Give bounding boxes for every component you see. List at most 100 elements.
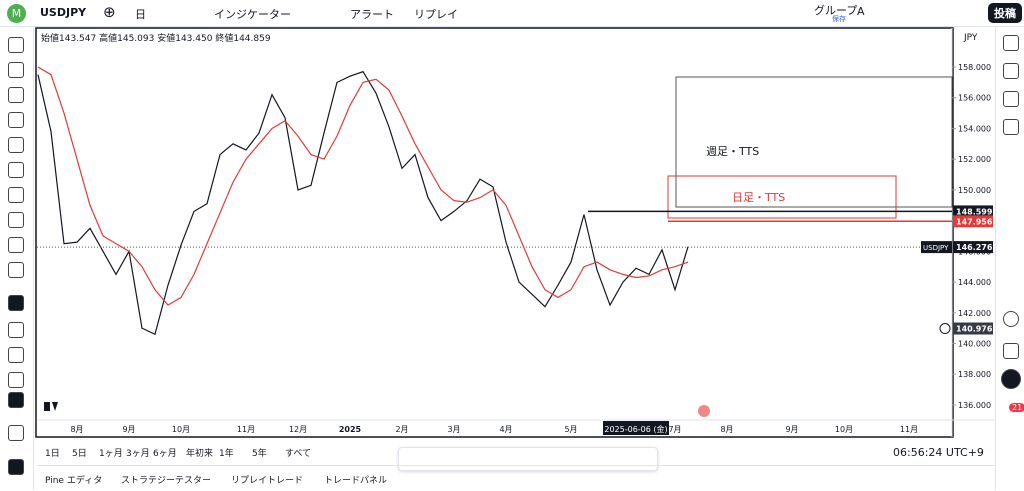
x-tick-label: 9月 <box>122 425 135 434</box>
tool[interactable] <box>8 372 24 388</box>
ohlc: 始値143.547 高値145.093 安値143.450 終値144.859 <box>41 32 271 44</box>
tool[interactable] <box>8 392 24 408</box>
panel-tab[interactable]: Pine エディタ <box>45 476 103 486</box>
avatar[interactable]: M <box>7 4 26 23</box>
add-alert <box>939 323 951 335</box>
price-label: 140.976 <box>956 325 993 334</box>
interval[interactable]: 日 <box>135 8 146 21</box>
save[interactable]: 保存 <box>832 15 846 23</box>
timeframe-button[interactable]: 1年 <box>219 449 234 459</box>
top-bar: M USDJPY ⊕ 日 インジケーター アラート リプレイ グループ 保存 A… <box>0 0 1024 27</box>
side-icon[interactable] <box>1003 35 1019 51</box>
ohlc-label: 終値 <box>215 32 233 44</box>
ohlc-value: 145.093 <box>117 34 154 44</box>
tool[interactable] <box>8 112 24 128</box>
tool[interactable] <box>8 87 24 103</box>
timeframe-button[interactable]: 5年 <box>252 449 267 459</box>
x-tick-label: 10月 <box>835 425 853 434</box>
price-label: 146.276 <box>956 243 993 252</box>
tool[interactable] <box>8 187 24 203</box>
publish[interactable]: 投稿 <box>988 3 1022 23</box>
panel-tab[interactable]: リプレイトレード <box>231 476 304 486</box>
left-toolbar <box>0 27 34 490</box>
y-tick-label: 152.000 <box>958 155 991 164</box>
x-tick-label: 2025-06-06 (金) <box>604 424 667 434</box>
daily-box <box>667 175 897 219</box>
side-icon[interactable] <box>1003 91 1019 107</box>
chart: 週足・TTS 日足・TTS JPY 始値143.547 高値145.093 安値… <box>35 27 995 438</box>
timeframe-button[interactable]: 年初来 <box>186 449 214 459</box>
ohlc-value: 143.450 <box>175 34 212 44</box>
tool[interactable] <box>8 212 24 228</box>
group-mark[interactable]: A <box>857 5 865 18</box>
x-tick-label: 11月 <box>900 425 918 434</box>
alert[interactable]: アラート <box>350 8 394 21</box>
price-label: 148.599 <box>956 207 993 216</box>
x-tick-label: 7月 <box>668 425 681 434</box>
tool[interactable] <box>8 237 24 253</box>
logo <box>44 402 58 411</box>
y-tick-label: 138.000 <box>958 370 991 379</box>
group[interactable]: グループ <box>814 4 858 17</box>
side-icon[interactable] <box>1003 63 1019 79</box>
tool[interactable] <box>8 37 24 53</box>
timeframe-button[interactable]: すべて <box>285 449 312 459</box>
side-icon[interactable] <box>1003 343 1019 359</box>
x-tick-label: 8月 <box>70 425 83 434</box>
x-tick-label: 9月 <box>785 425 798 434</box>
tool[interactable] <box>8 322 24 338</box>
tool[interactable] <box>8 347 24 363</box>
tool[interactable] <box>8 295 24 311</box>
annotation: 週足・TTS <box>706 145 759 158</box>
replay[interactable]: リプレイ <box>414 8 458 21</box>
chart-frame <box>35 27 954 438</box>
symbol-tag-text: USDJPY <box>923 244 949 252</box>
y-tick-label: 156.000 <box>958 94 991 103</box>
panel-tab[interactable]: ストラテジーテスター <box>121 476 212 486</box>
clock: 06:56:24 UTC+9 <box>893 446 984 459</box>
ohlc-label: 安値 <box>157 32 175 44</box>
price-label: 147.956 <box>956 217 993 226</box>
y-tick-label: 150.000 <box>958 186 991 195</box>
tool[interactable] <box>8 425 24 441</box>
x-tick-label: 2025 <box>339 425 362 434</box>
weekly-box <box>675 76 953 208</box>
symbol[interactable]: USDJPY <box>40 6 87 19</box>
timeframe-bar: 1日 5日 1ヶ月 3ヶ月 6ヶ月 年初来 1年 5年 すべて <box>37 440 995 462</box>
panel-tabs: Pine エディタ ストラテジーテスター リプレイトレード トレードパネル <box>37 465 995 491</box>
timeframe-button[interactable]: 1日 <box>45 449 60 459</box>
x-tick-label: 3月 <box>447 425 460 434</box>
tool[interactable] <box>8 459 24 475</box>
right-sidebar: 21 <box>995 27 1024 490</box>
tool[interactable] <box>8 62 24 78</box>
y-tick-label: 154.000 <box>958 124 991 133</box>
add-symbol[interactable]: ⊕ <box>103 3 116 21</box>
crosshair-date-bg <box>603 421 669 435</box>
price-label-bg <box>953 322 993 335</box>
indicators[interactable]: インジケーター <box>214 8 291 21</box>
y-tick-label: 140.000 <box>958 340 991 349</box>
timeframe-button[interactable]: 3ヶ月 <box>126 449 150 459</box>
ohlc-value: 143.547 <box>59 34 96 44</box>
annotation: 日足・TTS <box>732 191 785 204</box>
y-tick-label: 144.000 <box>958 278 991 287</box>
side-icon[interactable] <box>1001 369 1021 389</box>
ohlc-label: 高値 <box>99 32 117 44</box>
currency[interactable]: JPY <box>963 33 978 43</box>
tool[interactable] <box>8 262 24 278</box>
x-tick-label: 10月 <box>172 425 190 434</box>
panel-tab[interactable]: トレードパネル <box>324 476 388 486</box>
side-icon[interactable] <box>1003 119 1019 135</box>
price-label-bg <box>953 215 993 228</box>
side-icon[interactable] <box>1003 311 1019 327</box>
y-tick-label: 136.000 <box>958 401 991 410</box>
timeframe-button[interactable]: 6ヶ月 <box>153 449 177 459</box>
tool[interactable] <box>8 162 24 178</box>
symbol-tag <box>921 241 952 254</box>
tool[interactable] <box>8 137 24 153</box>
event-marker[interactable] <box>698 405 710 417</box>
timeframe-button[interactable]: 5日 <box>72 449 87 459</box>
timeframe-button[interactable]: 1ヶ月 <box>99 449 123 459</box>
x-tick-label: 8月 <box>720 425 733 434</box>
